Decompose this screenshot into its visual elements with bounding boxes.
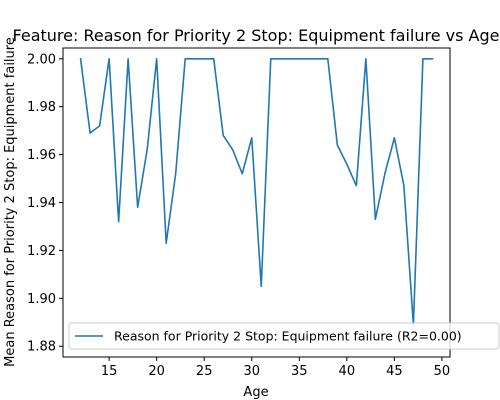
x-tick-label: 50 <box>434 364 451 379</box>
x-tick-label: 20 <box>148 364 165 379</box>
plot-frame <box>62 47 451 358</box>
y-tick-label: 1.90 <box>27 292 56 307</box>
legend: Reason for Priority 2 Stop: Equipment fa… <box>68 322 500 350</box>
y-tick-label: 1.94 <box>27 196 56 211</box>
legend-label: Reason for Priority 2 Stop: Equipment fa… <box>114 329 462 344</box>
series-line <box>79 57 434 326</box>
y-axis-label: Mean Reason for Priority 2 Stop: Equipme… <box>3 37 18 367</box>
x-tick-label: 35 <box>291 364 308 379</box>
x-tick-label: 15 <box>101 364 118 379</box>
x-tick-label: 45 <box>386 364 403 379</box>
chart-title: Feature: Reason for Priority 2 Stop: Equ… <box>13 26 500 45</box>
x-axis-ticks: 15 20 25 30 35 40 45 50 <box>101 357 450 379</box>
y-tick-label: 1.88 <box>27 340 56 355</box>
x-tick-label: 40 <box>339 364 356 379</box>
x-tick-label: 30 <box>243 364 260 379</box>
y-axis-ticks: 1.88 1.90 1.92 1.94 1.96 1.98 2.00 <box>27 52 63 355</box>
y-tick-label: 2.00 <box>27 52 56 67</box>
y-tick-label: 1.98 <box>27 100 56 115</box>
legend-box <box>68 322 500 350</box>
y-tick-label: 1.92 <box>27 244 56 259</box>
x-axis-label: Age <box>243 385 268 400</box>
x-tick-label: 25 <box>196 364 213 379</box>
y-tick-label: 1.96 <box>27 148 56 163</box>
